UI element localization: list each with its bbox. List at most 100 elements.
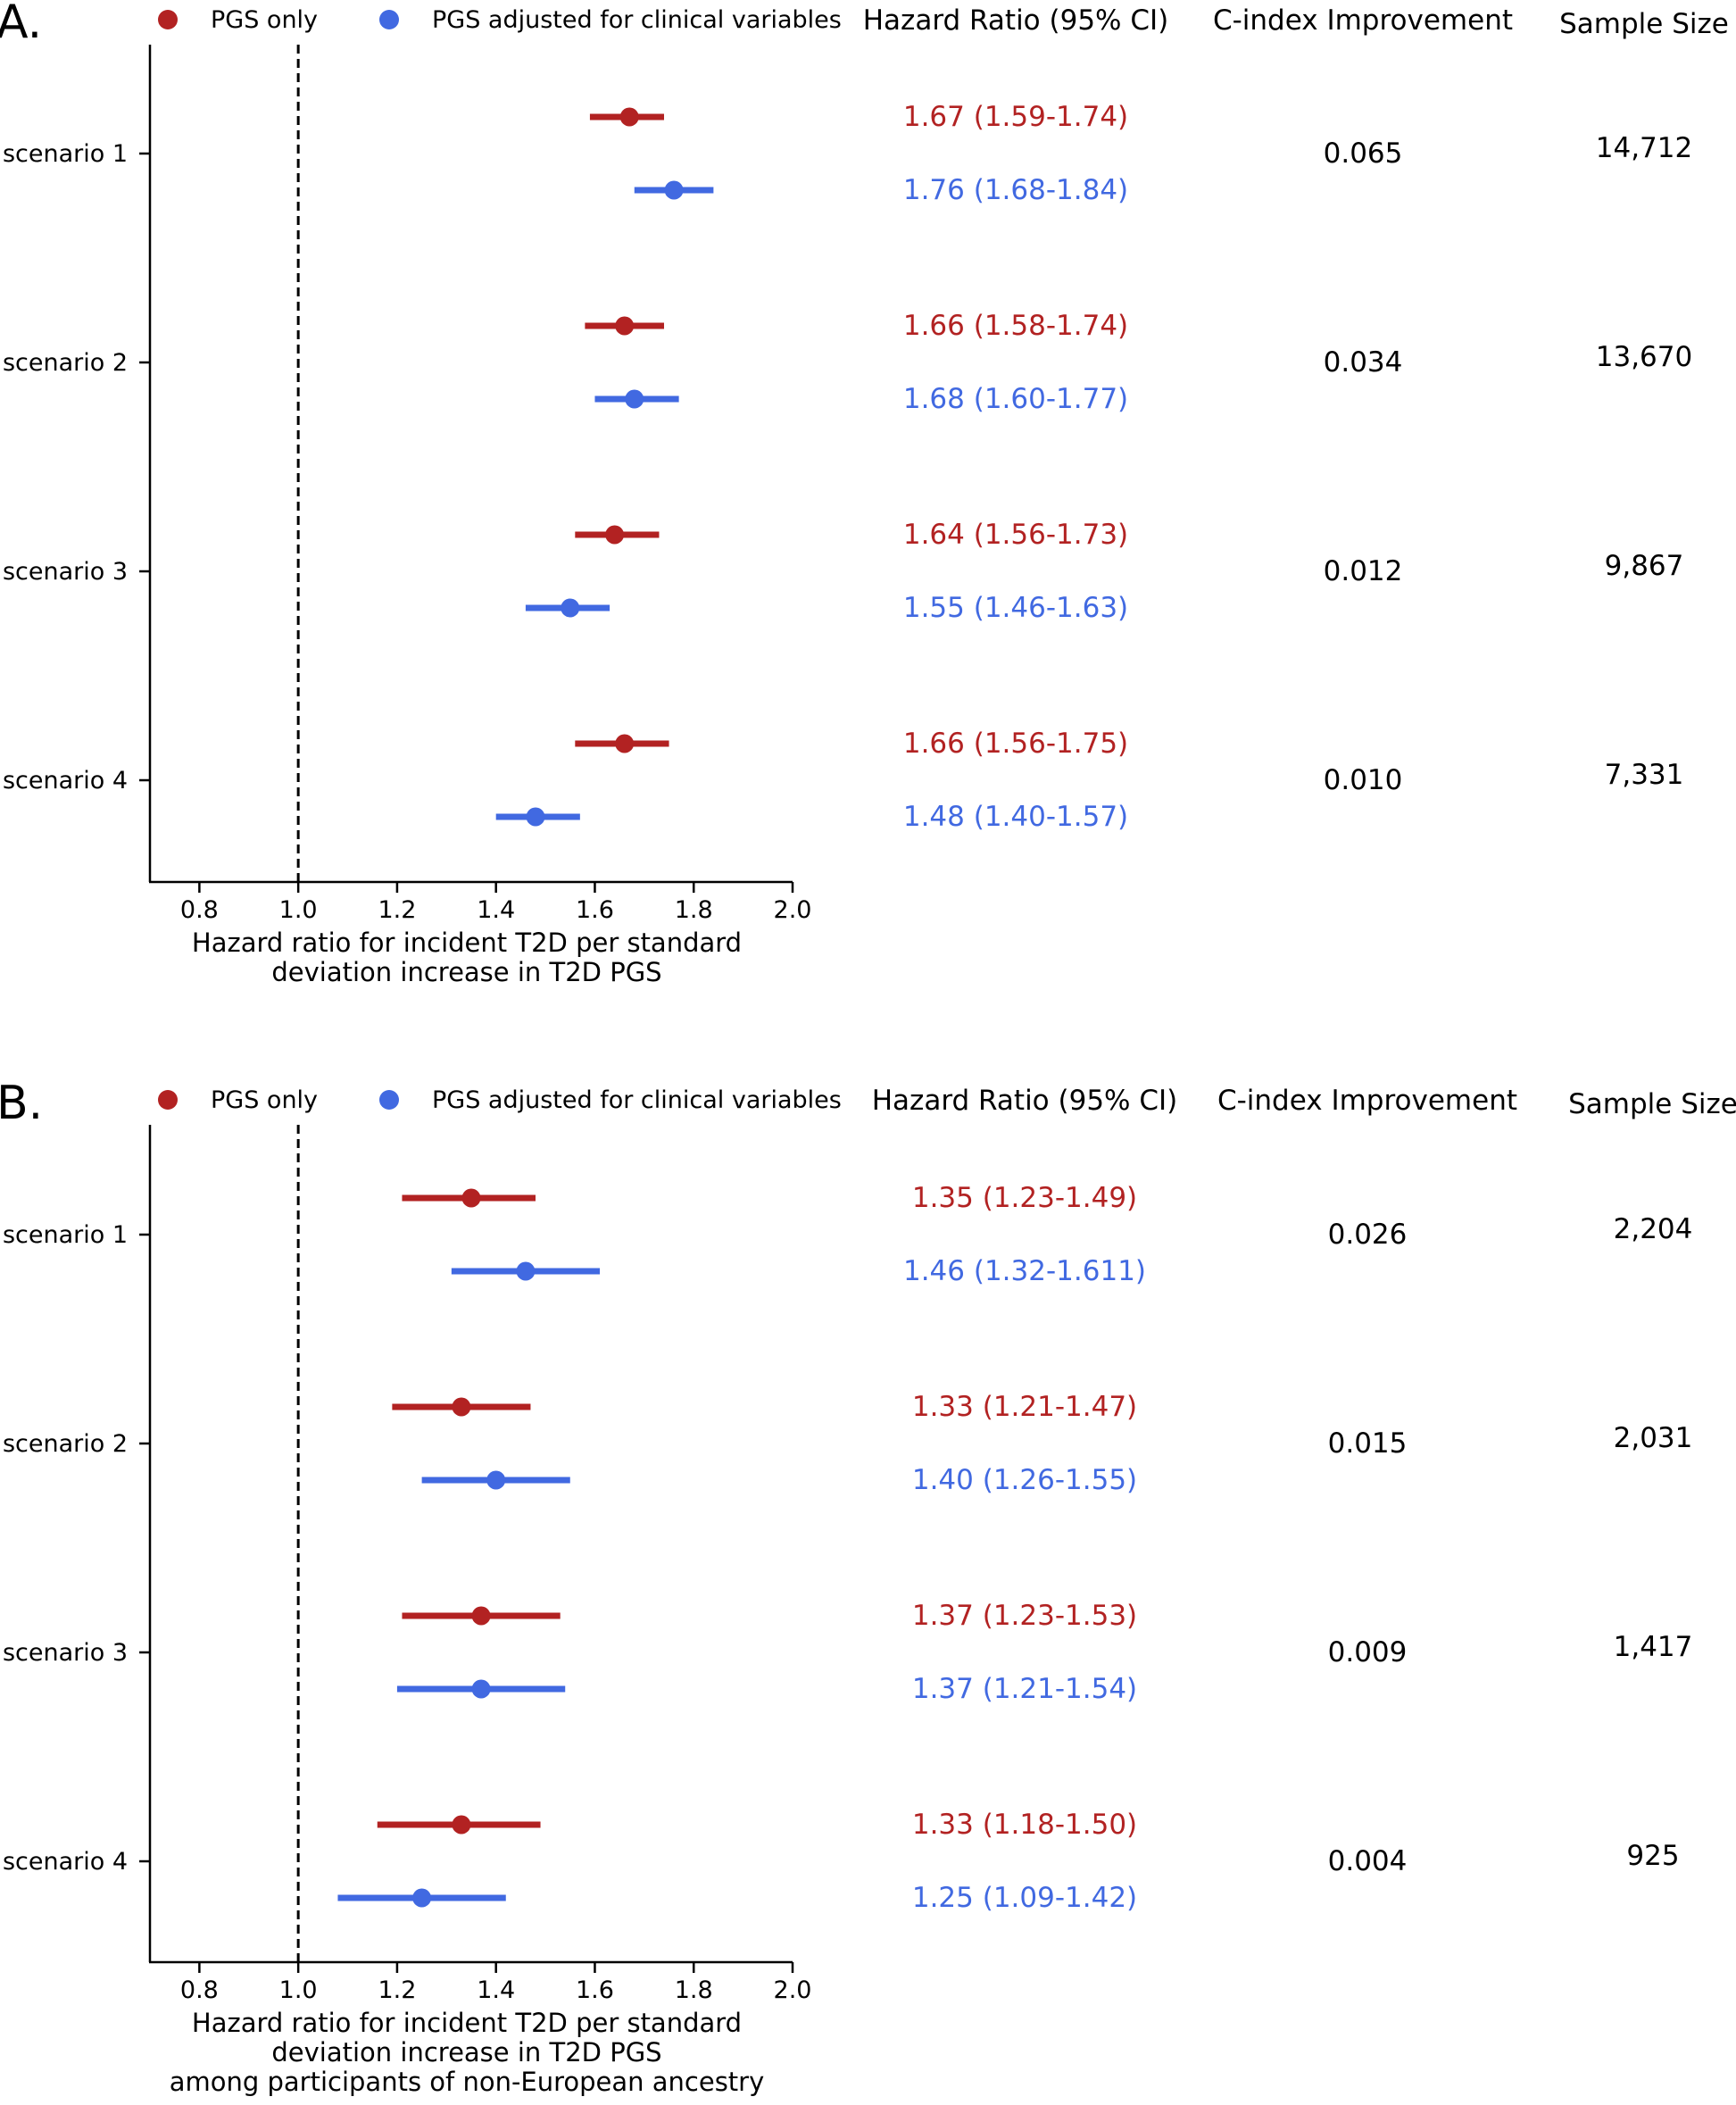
x-axis-label: Hazard ratio for incident T2D per standa… [192, 928, 742, 958]
hr-label-pgs-only: 1.66 (1.58-1.74) [903, 310, 1128, 342]
legend-marker-pgs-adjusted [379, 10, 399, 29]
x-tick-label: 1.2 [378, 896, 416, 924]
point-pgs-only [452, 1815, 471, 1835]
hr-label-pgs-only: 1.37 (1.23-1.53) [912, 1600, 1137, 1632]
axes: 0.8 1.0 1.2 1.4 1.6 1.8 2.0 Hazard ratio for in… [148, 1125, 811, 2097]
legend-marker-pgs-only [158, 1090, 178, 1110]
sample-size-value: 14,712 [1596, 132, 1692, 164]
sample-size-value: 2,031 [1614, 1422, 1693, 1454]
point-pgs-only [605, 525, 625, 545]
scenario-label: scenario 2 [3, 349, 128, 377]
legend-marker-pgs-adjusted [379, 1090, 399, 1110]
header-hazard-ratio: Hazard Ratio (95% CI) [863, 4, 1168, 37]
header-sample-size: Sample Size [1568, 1088, 1736, 1120]
hr-label-pgs-only: 1.33 (1.21-1.47) [912, 1391, 1137, 1423]
sample-size-value: 2,204 [1614, 1213, 1693, 1245]
x-tick-label: 1.4 [477, 1976, 515, 2004]
legend-label-pgs-adjusted: PGS adjusted for clinical variables [432, 1086, 842, 1114]
panel-a: A. PGS only PGS adjusted for clinical vari… [0, 0, 1729, 987]
scenario-row: scenario 3 1.64 (1.56-1.73) 1.55 (1.46-1.6… [3, 519, 1683, 624]
scenario-row: scenario 4 1.66 (1.56-1.75) 1.48 (1.40-1.5… [3, 728, 1683, 833]
hr-label-pgs-adjusted: 1.55 (1.46-1.63) [903, 592, 1128, 624]
hr-label-pgs-only: 1.33 (1.18-1.50) [912, 1809, 1137, 1841]
point-pgs-adjusted [471, 1679, 491, 1699]
cindex-value: 0.004 [1328, 1845, 1408, 1877]
hr-label-pgs-adjusted: 1.25 (1.09-1.42) [912, 1882, 1137, 1914]
sample-size-value: 9,867 [1605, 550, 1684, 582]
hr-label-pgs-adjusted: 1.76 (1.68-1.84) [903, 174, 1128, 206]
legend-marker-pgs-only [158, 10, 178, 29]
sample-size-value: 13,670 [1596, 341, 1692, 373]
legend-label-pgs-only: PGS only [211, 1086, 318, 1114]
sample-size-value: 925 [1626, 1840, 1679, 1872]
header-hazard-ratio: Hazard Ratio (95% CI) [872, 1085, 1177, 1117]
sample-size-value: 1,417 [1614, 1631, 1693, 1663]
point-pgs-adjusted [516, 1261, 536, 1281]
hr-label-pgs-only: 1.66 (1.56-1.75) [903, 728, 1128, 760]
x-tick-label: 1.6 [576, 896, 614, 924]
panel-label: A. [0, 0, 42, 49]
point-pgs-adjusted [561, 598, 580, 618]
legend: PGS only PGS adjusted for clinical variab… [158, 6, 842, 34]
x-axis-label: among participants of non-European ances… [170, 2067, 765, 2097]
scenario-label: scenario 2 [3, 1430, 128, 1458]
cindex-value: 0.015 [1328, 1427, 1408, 1460]
hr-label-pgs-only: 1.35 (1.23-1.49) [912, 1182, 1137, 1214]
cindex-value: 0.026 [1328, 1219, 1408, 1251]
x-tick-label: 1.6 [576, 1976, 614, 2004]
point-pgs-only [615, 734, 635, 753]
scenario-label: scenario 4 [3, 1848, 128, 1876]
hr-label-pgs-only: 1.67 (1.59-1.74) [903, 101, 1128, 133]
x-tick-label: 1.0 [279, 896, 318, 924]
cindex-value: 0.012 [1324, 555, 1403, 587]
scenario-label: scenario 1 [3, 1221, 128, 1249]
cindex-value: 0.009 [1328, 1636, 1408, 1668]
x-tick-label: 1.2 [378, 1976, 416, 2004]
scenario-row: scenario 2 1.33 (1.21-1.47) 1.40 (1.26-1.5… [3, 1391, 1692, 1496]
legend-label-pgs-only: PGS only [211, 6, 318, 34]
hr-label-pgs-adjusted: 1.68 (1.60-1.77) [903, 383, 1128, 415]
x-tick-label: 1.8 [675, 1976, 713, 2004]
cindex-value: 0.010 [1324, 764, 1403, 796]
point-pgs-adjusted [412, 1888, 432, 1908]
panel-label: B. [0, 1077, 43, 1130]
point-pgs-only [471, 1606, 491, 1626]
x-axis-label: Hazard ratio for incident T2D per standa… [192, 2008, 742, 2038]
scenario-row: scenario 1 1.35 (1.23-1.49) 1.46 (1.32-1.6… [3, 1182, 1692, 1287]
header-cindex-improvement: C-index Improvement [1217, 1085, 1517, 1117]
scenario-label: scenario 1 [3, 140, 128, 168]
point-pgs-only [461, 1188, 481, 1208]
hr-label-pgs-adjusted: 1.46 (1.32-1.611) [903, 1255, 1146, 1287]
hr-label-pgs-adjusted: 1.40 (1.26-1.55) [912, 1464, 1137, 1496]
point-pgs-adjusted [625, 389, 644, 409]
x-tick-label: 1.4 [477, 896, 515, 924]
scenario-row: scenario 4 1.33 (1.18-1.50) 1.25 (1.09-1.4… [3, 1809, 1680, 1914]
sample-size-value: 7,331 [1605, 759, 1684, 791]
x-axis-label: deviation increase in T2D PGS [271, 957, 661, 987]
x-tick-label: 1.8 [675, 896, 713, 924]
header-sample-size: Sample Size [1559, 8, 1729, 40]
point-pgs-adjusted [664, 180, 684, 200]
hr-label-pgs-only: 1.64 (1.56-1.73) [903, 519, 1128, 551]
hr-label-pgs-adjusted: 1.37 (1.21-1.54) [912, 1673, 1137, 1705]
legend-label-pgs-adjusted: PGS adjusted for clinical variables [432, 6, 842, 34]
x-axis-label: deviation increase in T2D PGS [271, 2037, 661, 2068]
panel-b: B. PGS only PGS adjusted for clinical vari… [0, 1077, 1736, 2097]
point-pgs-only [619, 107, 639, 127]
header-cindex-improvement: C-index Improvement [1213, 4, 1513, 37]
cindex-value: 0.034 [1324, 346, 1403, 379]
x-tick-label: 0.8 [180, 896, 219, 924]
scenario-label: scenario 3 [3, 558, 128, 586]
point-pgs-adjusted [526, 807, 545, 827]
point-pgs-only [452, 1397, 471, 1417]
axes: 0.8 1.0 1.2 1.4 1.6 1.8 2.0 Hazard ratio for in… [148, 45, 811, 987]
cindex-value: 0.065 [1324, 137, 1403, 170]
scenario-label: scenario 4 [3, 767, 128, 795]
hr-label-pgs-adjusted: 1.48 (1.40-1.57) [903, 801, 1128, 833]
scenario-row: scenario 2 1.66 (1.58-1.74) 1.68 (1.60-1.7… [3, 310, 1692, 415]
x-tick-label: 0.8 [180, 1976, 219, 2004]
scenario-label: scenario 3 [3, 1639, 128, 1667]
point-pgs-adjusted [486, 1470, 506, 1490]
scenario-row: scenario 1 1.67 (1.59-1.74) 1.76 (1.68-1.8… [3, 101, 1692, 206]
